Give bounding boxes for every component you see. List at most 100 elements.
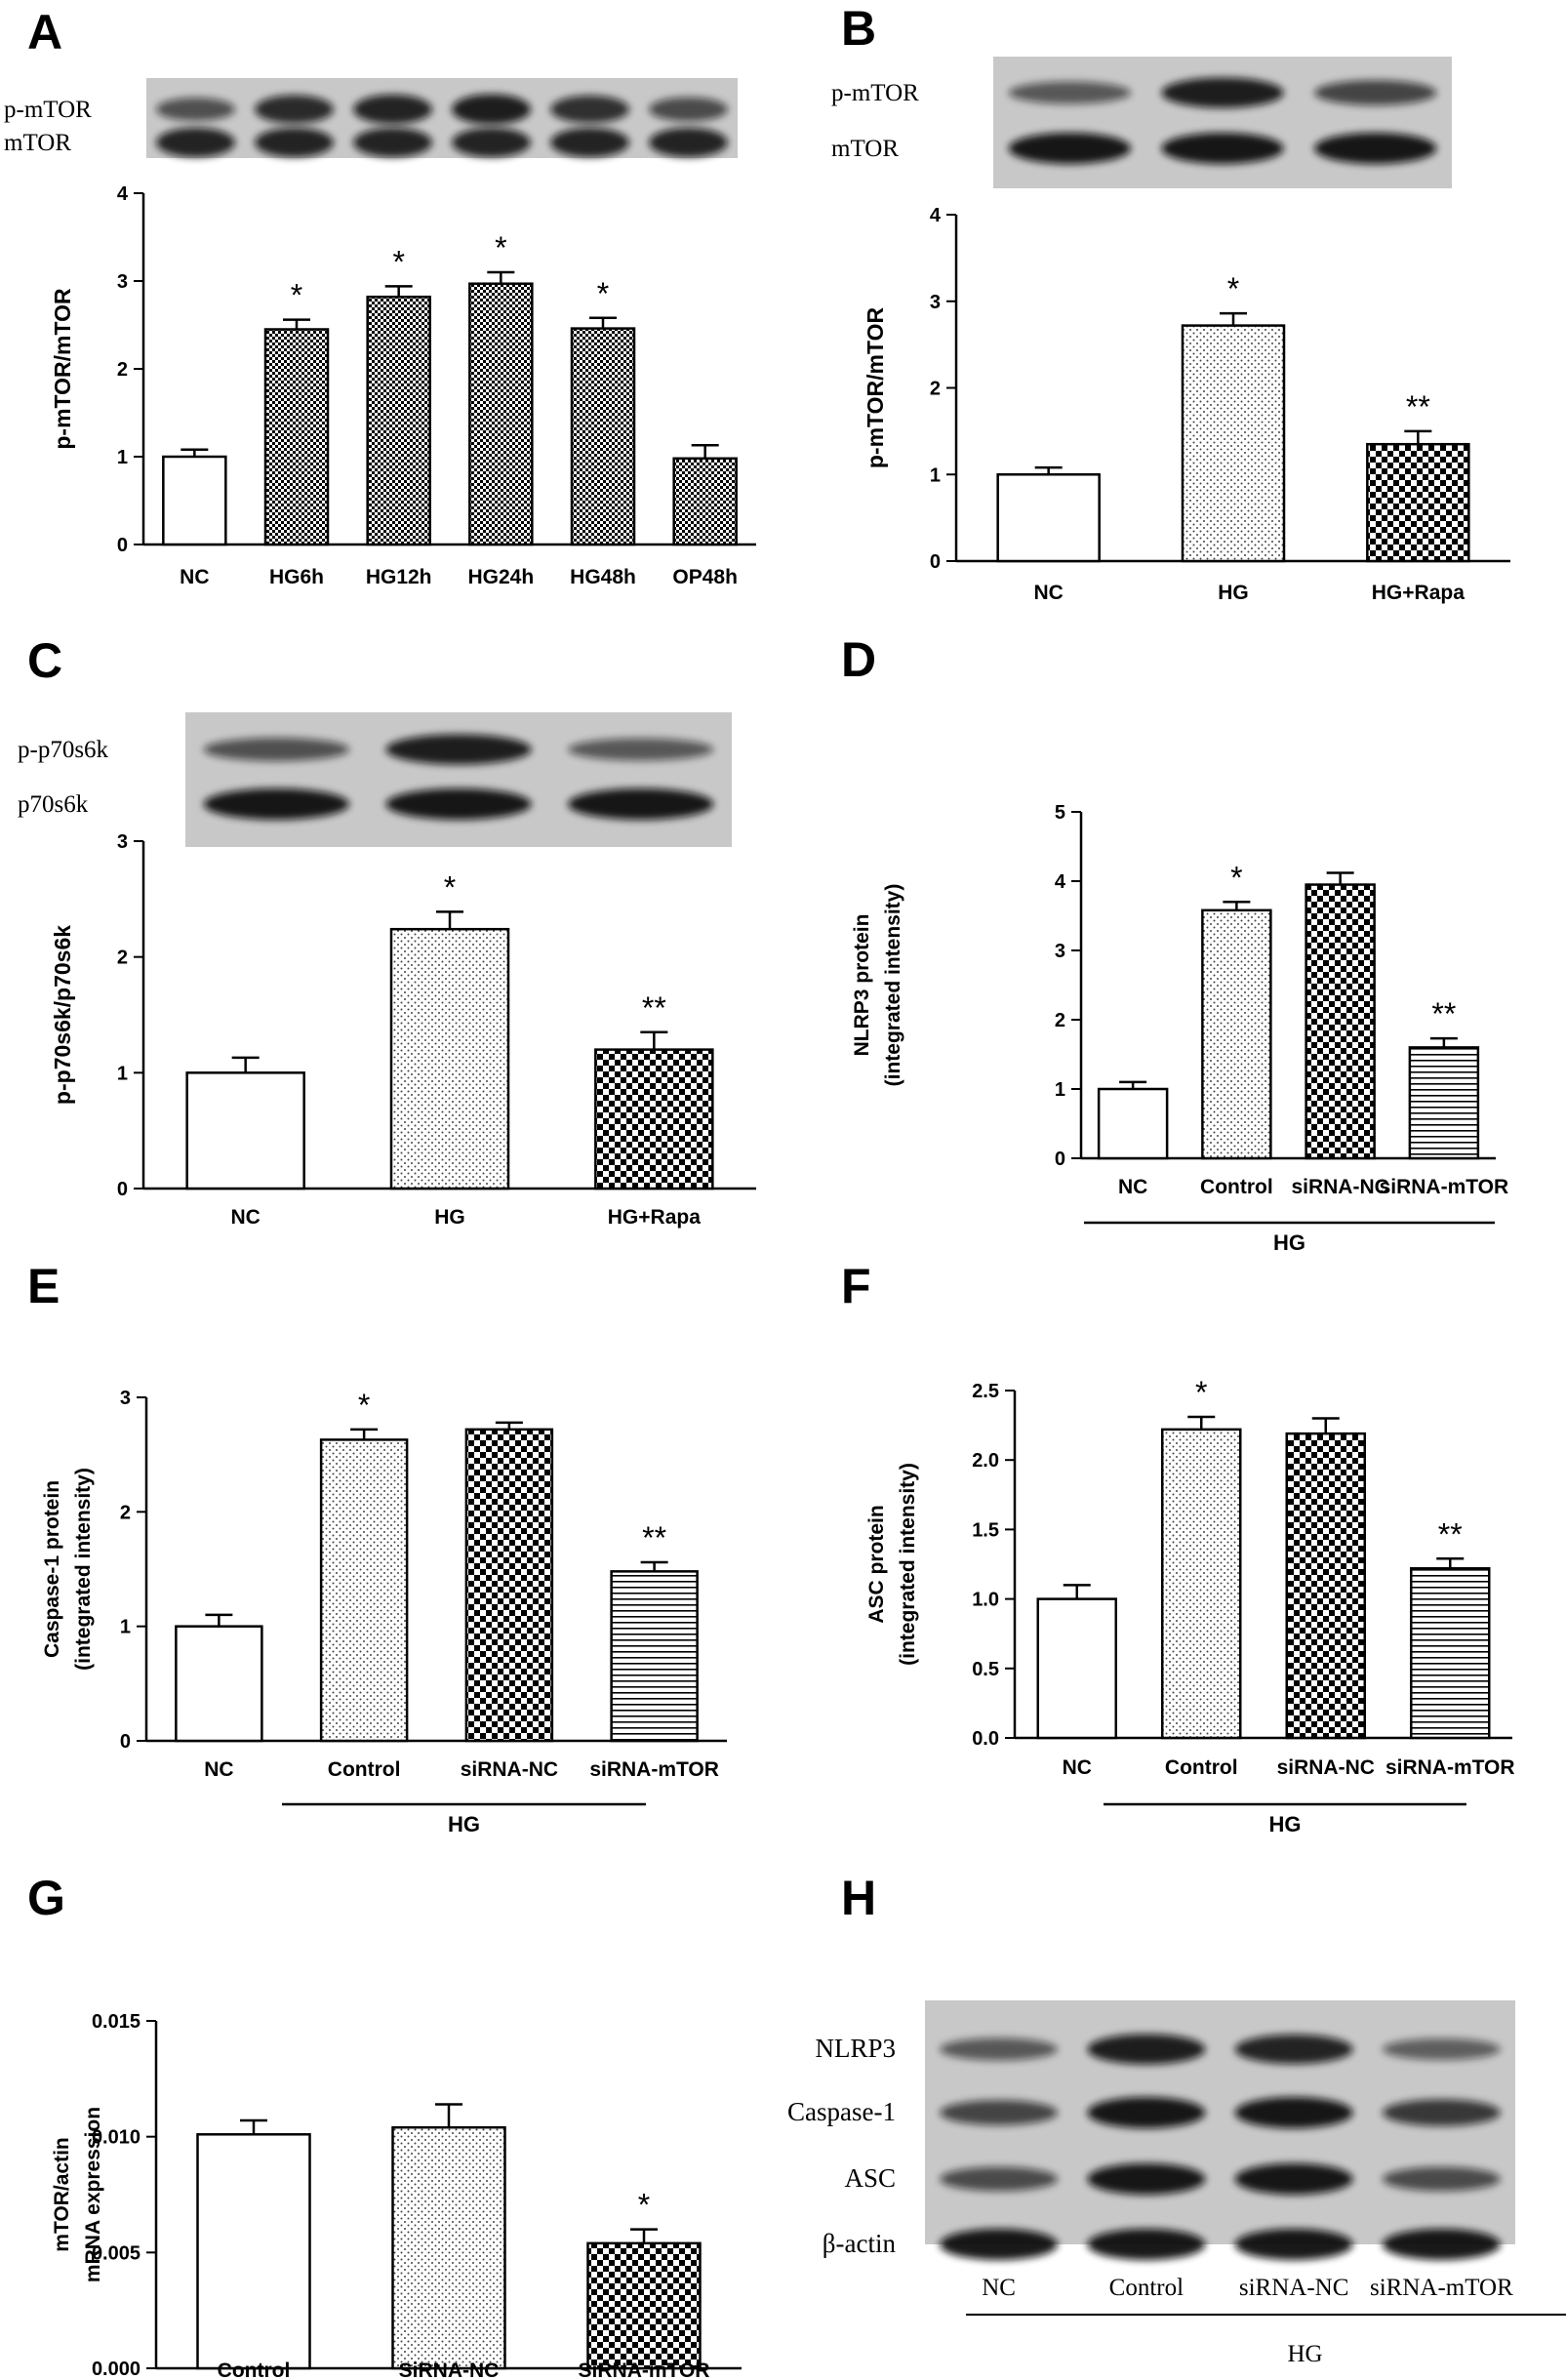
significance-mark: ** [1406, 389, 1430, 424]
y-axis-label: ASC protein [865, 1505, 888, 1623]
blot-band [156, 127, 235, 158]
blot-lane-label: NC [982, 2275, 1016, 2301]
chart-c [134, 840, 756, 1190]
x-tick-label: siRNA-mTOR [589, 1758, 719, 1781]
y-axis-label: p-mTOR/mTOR [863, 306, 888, 468]
y-axis-label: (integrated intensity) [882, 884, 904, 1087]
blot-band [255, 127, 334, 158]
bar [464, 1428, 554, 1743]
bar [1201, 908, 1272, 1160]
bar [1097, 1087, 1169, 1160]
y-axis-label: p-p70s6k/p70s6k [50, 925, 75, 1105]
blot-band [203, 738, 349, 761]
blot-band [940, 2166, 1059, 2192]
y-tick-label: 0 [930, 551, 941, 573]
x-tick-label: siRNA-mTOR [1380, 1176, 1509, 1198]
bar [594, 1048, 714, 1190]
panel-letter-g: G [27, 1871, 65, 1925]
blot-band [353, 127, 432, 158]
blot-band [1087, 2163, 1206, 2195]
x-tick-label: OP48h [672, 566, 738, 588]
blot-band [203, 788, 349, 820]
blot-row-label: p-p70s6k [18, 737, 109, 763]
blot-band [1008, 81, 1132, 104]
bar [319, 1438, 409, 1743]
blot-band [385, 734, 532, 765]
bar [366, 295, 431, 546]
blot-band [1234, 2163, 1353, 2195]
y-tick-label: 4 [930, 205, 942, 226]
y-tick-label: 3 [1055, 941, 1065, 962]
blot-band [568, 738, 714, 761]
blot-band [1382, 2166, 1501, 2192]
blot-row-label: NLRP3 [815, 2034, 896, 2063]
blot-band [1087, 2229, 1206, 2260]
blot-band [1382, 2229, 1501, 2260]
chart-b [946, 214, 1510, 563]
significance-mark: * [495, 230, 506, 265]
x-tick-label: Control [1200, 1176, 1273, 1198]
y-tick-label: 0.5 [972, 1659, 999, 1680]
bar [1410, 1567, 1491, 1740]
y-tick-label: 5 [1055, 802, 1065, 824]
bar [586, 2241, 702, 2370]
bar [263, 328, 330, 546]
blot-band [940, 2037, 1059, 2061]
blot-band [353, 94, 432, 125]
significance-mark: * [1227, 271, 1239, 306]
bar [1181, 324, 1286, 563]
blot-band [1234, 2229, 1353, 2260]
y-tick-label: 0.010 [92, 2127, 141, 2149]
y-tick-label: 2 [117, 359, 128, 381]
blot-band [255, 95, 334, 124]
y-tick-label: 0 [120, 1731, 131, 1753]
blot-row-label: p-mTOR [831, 80, 919, 106]
x-tick-label: siRNA-mTOR [1385, 1756, 1515, 1779]
blot-band [550, 127, 629, 158]
group-label: HG [1269, 1812, 1302, 1836]
blot-band [940, 2100, 1059, 2125]
y-tick-label: 3 [117, 831, 128, 853]
bar [1408, 1046, 1480, 1160]
blot-band [1314, 80, 1437, 105]
blot-band [1382, 2099, 1501, 2126]
blot-band [1008, 133, 1132, 164]
y-tick-label: 1.5 [972, 1519, 999, 1541]
blot-row-label: ASC [844, 2163, 896, 2193]
chart-d [1071, 811, 1496, 1225]
blot-band [385, 788, 532, 820]
x-tick-label: NC [180, 566, 209, 588]
blot-row-label: Caspase-1 [787, 2097, 896, 2126]
blot-row-label: p-mTOR [4, 97, 92, 123]
bar [1285, 1432, 1366, 1740]
bar [570, 327, 636, 546]
y-tick-label: 0.000 [92, 2359, 141, 2380]
x-tick-label: HG [1218, 582, 1249, 604]
x-tick-label: HG24h [467, 566, 534, 588]
x-tick-label: NC [204, 1758, 233, 1781]
panel-letter-e: E [27, 1259, 60, 1313]
y-tick-label: 3 [930, 292, 941, 313]
group-label: HG [1287, 2341, 1322, 2367]
y-tick-label: 0.0 [972, 1728, 999, 1750]
significance-mark: * [1195, 1375, 1207, 1410]
y-tick-label: 2 [1055, 1010, 1065, 1031]
blot-band [452, 94, 531, 125]
bar [175, 1625, 263, 1743]
panel-letter-b: B [841, 1, 876, 56]
blot-band [568, 788, 714, 820]
bar [1305, 883, 1376, 1160]
blot-band [1234, 2034, 1353, 2065]
panel-letter-f: F [841, 1259, 871, 1313]
bar [468, 282, 534, 546]
significance-mark: * [1230, 860, 1242, 895]
significance-mark: * [444, 869, 456, 905]
significance-mark: ** [1438, 1516, 1463, 1552]
y-axis-label: Caspase-1 protein [41, 1480, 63, 1658]
blot-lane-label: Control [1109, 2275, 1184, 2301]
blot-row-label: mTOR [831, 136, 899, 162]
x-tick-label: HG [434, 1206, 465, 1229]
chart-a [134, 192, 756, 546]
chart-e [137, 1396, 727, 1806]
